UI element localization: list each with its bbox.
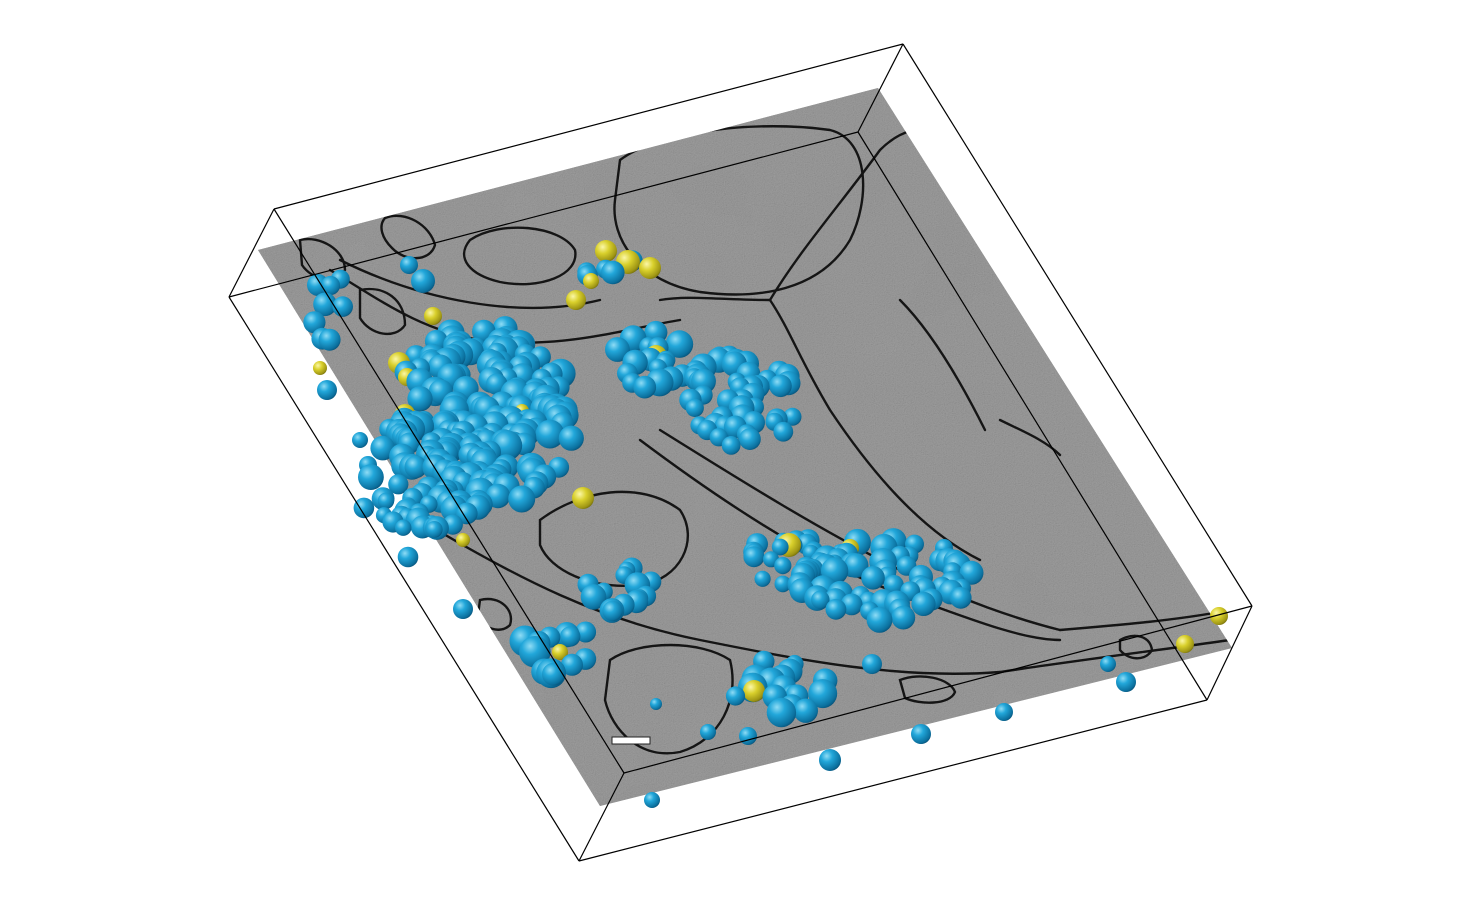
vesicle-spheres — [303, 240, 1228, 808]
blue-vesicle — [739, 727, 757, 745]
blue-vesicle — [320, 275, 341, 296]
blue-vesicle — [771, 538, 789, 556]
blue-vesicle — [825, 598, 847, 620]
blue-vesicle — [883, 574, 904, 595]
blue-vesicle — [370, 435, 396, 461]
blue-vesicle — [721, 436, 741, 455]
blue-vesicle — [843, 553, 869, 578]
blue-vesicle — [743, 546, 765, 568]
yellow-vesicle — [424, 307, 442, 325]
blue-vesicle — [739, 428, 761, 450]
blue-vesicle — [542, 662, 565, 686]
blue-vesicle — [404, 455, 428, 479]
blue-vesicle — [773, 421, 794, 442]
blue-vesicle — [303, 311, 326, 334]
blue-vesicle — [377, 492, 395, 509]
blue-vesicle — [650, 698, 662, 710]
blue-vesicle — [819, 749, 841, 771]
blue-vesicle — [633, 375, 657, 399]
blue-vesicle — [558, 425, 584, 451]
blue-vesicle — [774, 557, 792, 575]
blue-vesicle — [774, 575, 792, 593]
blue-vesicle — [861, 566, 885, 590]
yellow-vesicle — [1210, 607, 1228, 625]
yellow-vesicle — [595, 240, 617, 262]
blue-vesicle — [950, 587, 972, 609]
yellow-vesicle — [566, 290, 586, 310]
blue-vesicle — [580, 584, 607, 610]
blue-vesicle — [866, 607, 893, 633]
yellow-vesicle — [1176, 635, 1194, 653]
blue-vesicle — [754, 570, 771, 587]
blue-vesicle — [453, 599, 473, 619]
blue-vesicle — [602, 600, 623, 622]
blue-vesicle — [395, 519, 412, 536]
blue-vesicle — [769, 374, 792, 398]
scale-bar — [611, 736, 651, 745]
blue-vesicle — [725, 686, 746, 706]
blue-vesicle — [400, 256, 418, 274]
blue-vesicle — [407, 386, 433, 412]
yellow-vesicle — [313, 361, 327, 375]
blue-vesicle — [766, 697, 797, 728]
blue-vesicle — [1116, 672, 1136, 692]
blue-vesicle — [535, 419, 565, 449]
bounding-box-back — [228, 43, 1253, 607]
blue-vesicle — [601, 260, 625, 285]
blue-vesicle — [455, 502, 478, 525]
blue-vesicle — [411, 269, 435, 293]
blue-vesicle — [561, 653, 583, 676]
blue-vesicle — [665, 330, 694, 358]
yellow-vesicle — [552, 644, 568, 660]
blue-vesicle — [783, 407, 802, 426]
blue-vesicle — [700, 724, 716, 740]
blue-vesicle — [862, 654, 882, 674]
blue-vesicle — [605, 337, 630, 362]
blue-vesicle — [911, 591, 936, 617]
blue-vesicle — [995, 703, 1013, 721]
blue-vesicle — [959, 560, 984, 585]
blue-vesicle — [685, 398, 704, 417]
blue-vesicle — [1100, 656, 1116, 672]
blue-vesicle — [811, 590, 830, 609]
bounding-box-front — [228, 43, 1253, 862]
blue-vesicle — [560, 626, 581, 647]
blue-vesicle — [911, 724, 931, 744]
blue-vesicle — [891, 605, 916, 630]
blue-vesicle — [317, 380, 337, 400]
blue-vesicle — [425, 521, 443, 538]
blue-vesicle — [313, 292, 337, 317]
blue-vesicle — [508, 485, 536, 513]
blue-vesicle — [644, 792, 660, 808]
blue-vesicle — [332, 296, 354, 317]
yellow-vesicle — [639, 257, 661, 279]
blue-vesicle — [353, 497, 375, 519]
yellow-vesicle — [456, 533, 470, 547]
yellow-vesicle — [743, 680, 765, 702]
blue-vesicle — [808, 679, 838, 709]
blue-vesicle — [388, 474, 409, 495]
yellow-vesicle — [583, 273, 599, 289]
yellow-vesicle — [572, 487, 594, 509]
blue-vesicle — [397, 546, 419, 568]
blue-vesicle — [358, 464, 384, 490]
blue-vesicle — [352, 432, 368, 448]
blue-vesicle — [318, 328, 341, 351]
blue-vesicle — [793, 698, 818, 723]
